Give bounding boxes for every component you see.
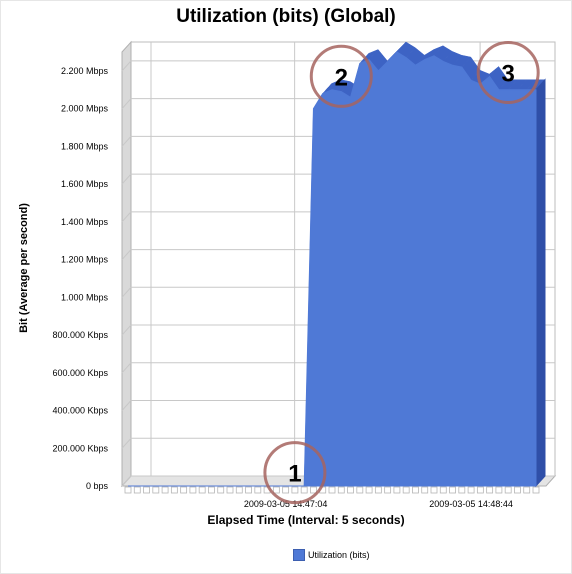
x-tick-box xyxy=(402,486,410,494)
x-tick-box xyxy=(310,486,317,494)
y-tick-label: 1.000 Mbps xyxy=(61,292,109,302)
x-tick-box xyxy=(523,486,531,494)
x-tick-box xyxy=(439,486,447,494)
x-tick-box xyxy=(514,486,521,494)
y-gridline-side xyxy=(121,60,132,72)
y-tick-label: 2.200 Mbps xyxy=(61,66,109,76)
x-tick-box xyxy=(532,486,540,494)
y-tick-label: 1.200 Mbps xyxy=(61,255,109,265)
y-tick-label: 200.000 Kbps xyxy=(52,443,108,453)
area-series xyxy=(128,51,537,487)
x-tick-box xyxy=(328,486,336,494)
y-gridline-side xyxy=(121,475,132,487)
y-tick-label: 1.600 Mbps xyxy=(61,179,109,189)
y-tick-label: 600.000 Kbps xyxy=(52,368,108,378)
x-tick-box xyxy=(384,486,392,494)
x-tick-box xyxy=(495,486,503,494)
x-tick-box xyxy=(337,486,345,494)
y-gridline-side xyxy=(121,98,132,109)
x-tick-box xyxy=(124,486,132,494)
legend-label: Utilization (bits) xyxy=(308,550,370,560)
x-tick-box xyxy=(449,486,456,494)
annotation-circle xyxy=(263,441,327,505)
x-tick-box xyxy=(170,486,178,494)
x-tick-box xyxy=(235,486,243,494)
x-tick-box xyxy=(291,486,299,494)
annotation-circle xyxy=(476,41,540,105)
y-gridline-side xyxy=(121,211,132,223)
annotation-label: 2 xyxy=(335,64,348,91)
y-gridline-side xyxy=(121,173,132,185)
x-tick-box xyxy=(226,486,234,494)
annotation-label: 3 xyxy=(502,61,515,88)
x-tick-box xyxy=(254,486,262,494)
x-tick-box xyxy=(245,486,252,494)
x-tick-box xyxy=(458,486,466,494)
x-tick-box xyxy=(161,486,169,494)
annotation-circle xyxy=(309,44,373,108)
y-tick-label: 800.000 Kbps xyxy=(52,330,108,340)
x-tick-box xyxy=(374,486,382,494)
y-gridline-side xyxy=(121,400,132,411)
legend-swatch xyxy=(293,549,305,561)
x-tick-box xyxy=(133,486,141,494)
x-tick-box xyxy=(217,486,225,494)
x-tick-box xyxy=(365,486,373,494)
y-gridline-side xyxy=(121,324,132,336)
x-tick-box xyxy=(143,486,150,494)
y-tick-label: 2.000 Mbps xyxy=(61,104,109,114)
x-tick-box xyxy=(421,486,429,494)
x-tick-label: 2009-03-05 14:48:44 xyxy=(429,499,513,509)
y-gridline-side xyxy=(121,437,132,449)
x-tick-box xyxy=(208,486,215,494)
x-tick-box xyxy=(356,486,364,494)
chart-title: Utilization (bits) (Global) xyxy=(176,6,396,27)
x-axis-label: Elapsed Time (Interval: 5 seconds) xyxy=(207,513,405,527)
x-tick-box xyxy=(430,486,438,494)
x-tick-box xyxy=(300,486,308,494)
legend: Utilization (bits) xyxy=(293,549,370,561)
x-tick-box xyxy=(180,486,188,494)
x-tick-box xyxy=(198,486,206,494)
y-tick-label: 1.800 Mbps xyxy=(61,141,109,151)
x-tick-box xyxy=(393,486,401,494)
y-gridline-side xyxy=(121,249,132,260)
annotation-label: 1 xyxy=(288,461,301,488)
x-tick-box xyxy=(504,486,512,494)
x-tick-box xyxy=(272,486,280,494)
area-side-face xyxy=(535,78,546,488)
x-tick-box xyxy=(412,486,419,494)
y-gridline-side xyxy=(121,136,132,147)
x-tick-box xyxy=(486,486,494,494)
y-tick-label: 400.000 Kbps xyxy=(52,406,108,416)
left-wall xyxy=(121,40,132,488)
x-tick-box xyxy=(476,486,484,494)
y-gridline-side xyxy=(121,362,132,374)
x-tick-box xyxy=(467,486,475,494)
y-tick-label: 1.400 Mbps xyxy=(61,217,109,227)
x-tick-box xyxy=(282,486,290,494)
x-tick-box xyxy=(347,486,354,494)
y-tick-label: 0 bps xyxy=(86,481,109,491)
y-gridline-side xyxy=(121,286,132,298)
x-tick-label: 2009-03-05 14:47:04 xyxy=(244,499,328,509)
x-tick-box xyxy=(152,486,160,494)
x-tick-box xyxy=(189,486,197,494)
